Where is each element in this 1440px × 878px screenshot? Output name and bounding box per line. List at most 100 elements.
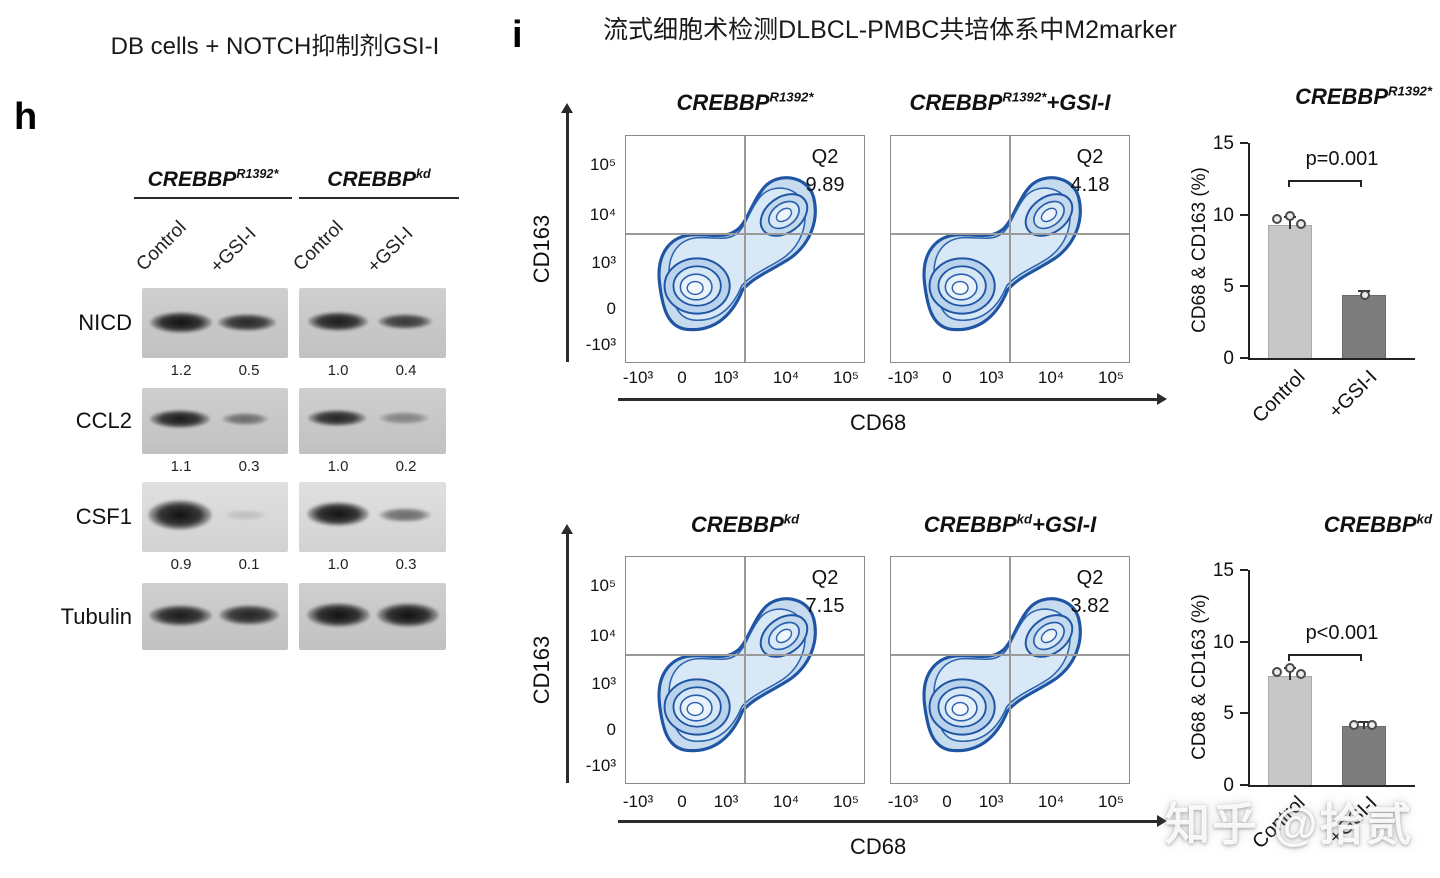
- x-tick: 10⁵: [833, 792, 859, 811]
- y-tick-mark: [1240, 569, 1248, 571]
- y-tick: 10⁴: [589, 626, 616, 645]
- quadrant-percent: 7.15: [805, 595, 845, 617]
- quadrant-label: Q2: [811, 567, 839, 589]
- bar-y-axis-label: CD68 & CD163 (%): [1189, 594, 1210, 760]
- blot-band: [150, 410, 210, 428]
- bar-x-label: Control: [1248, 366, 1310, 428]
- flow-plot: Q2 3.82: [890, 556, 1130, 784]
- gene-superscript: R1392*: [769, 89, 814, 105]
- quadrant-stats: Q2 9.89: [790, 143, 860, 199]
- flow-x-axis-arrow: [618, 398, 1158, 401]
- treatment-suffix: +GSI-I: [1046, 90, 1111, 115]
- gene-name: CREBBP: [676, 90, 770, 115]
- flow-x-axis-label: CD68: [850, 834, 907, 859]
- gene-name: CREBBP: [1295, 84, 1388, 109]
- panel-h-label: h: [14, 96, 38, 138]
- gene-name: CREBBP: [923, 512, 1017, 537]
- bar-x-label: +GSI-I: [1324, 366, 1382, 423]
- blot-band: [149, 605, 212, 626]
- bar-x-label: Control: [1248, 792, 1310, 854]
- gene-superscript: R1392*: [1388, 83, 1432, 99]
- x-tick: 0: [677, 792, 687, 811]
- data-point: [1285, 663, 1295, 674]
- treatment-suffix: +GSI-I: [1032, 512, 1097, 537]
- x-tick: 10³: [713, 368, 739, 387]
- x-tick: 10⁵: [1098, 792, 1124, 811]
- x-tick: -10³: [622, 792, 654, 811]
- bar-y-axis-label: CD68 & CD163 (%): [1189, 167, 1210, 333]
- y-tick: 10⁵: [590, 576, 616, 595]
- band-quantification: 0.3: [238, 458, 260, 475]
- blot-band: [150, 312, 212, 333]
- bar-control: [1268, 210, 1312, 358]
- blot-image-tubulin-r1392: [142, 583, 288, 650]
- flow-x-axis-label: CD68: [850, 410, 907, 435]
- flow-x-axis-arrow: [618, 820, 1158, 823]
- panel-i-label: i: [512, 14, 523, 56]
- bar-gsi: [1342, 720, 1386, 785]
- blot-image-csf1-kd: [299, 482, 446, 552]
- quadrant-line-horizontal: [891, 233, 1129, 235]
- x-tick: -10³: [887, 792, 919, 811]
- x-tick: 10⁴: [1037, 368, 1065, 387]
- blot-band: [379, 508, 431, 522]
- y-tick-mark: [1240, 214, 1248, 216]
- y-tick: -10³: [585, 335, 616, 354]
- gene-name: CREBBP: [1323, 512, 1417, 537]
- band-quantification: 0.5: [238, 362, 260, 379]
- y-tick: 0: [606, 299, 616, 318]
- blot-band: [308, 410, 366, 426]
- gene-name: CREBBP: [690, 512, 784, 537]
- x-tick: 0: [677, 368, 687, 387]
- blot-band: [378, 314, 432, 329]
- flow-y-axis-label: CD163: [529, 214, 554, 284]
- significance-bracket: [1288, 654, 1362, 661]
- lane-label: Control: [289, 217, 348, 276]
- band-quantification: 0.2: [395, 458, 417, 475]
- quadrant-label: Q2: [811, 146, 839, 168]
- quadrant-line-vertical: [744, 557, 746, 783]
- x-tick: 10³: [978, 792, 1004, 811]
- quadrant-label: Q2: [1076, 567, 1104, 589]
- x-tick: 0: [942, 368, 952, 387]
- quadrant-percent: 3.82: [1070, 595, 1110, 617]
- flow-plot: Q2 4.18: [890, 135, 1130, 363]
- panel-i-title: 流式细胞术检测DLBCL-PMBC共培体系中M2marker: [603, 16, 1177, 44]
- flow-plot-title: CREBBPkd+GSI-I: [890, 512, 1130, 538]
- gene-superscript: R1392*: [236, 167, 279, 181]
- band-quantification: 1.0: [327, 556, 349, 573]
- bar-gsi: [1342, 289, 1386, 358]
- y-tick: 10⁵: [590, 155, 616, 174]
- gene-superscript: kd: [1016, 511, 1033, 527]
- y-tick: 5: [1223, 276, 1234, 297]
- blot-image-ccl2-r1392: [142, 388, 288, 454]
- y-tick-mark: [1240, 784, 1248, 786]
- bar-control: [1268, 663, 1312, 785]
- bar-chart-title: CREBBPkd: [1252, 512, 1432, 538]
- bar-x-label: +GSI-I: [1324, 792, 1382, 849]
- lane-label: +GSI-I: [206, 223, 261, 278]
- y-tick: 15: [1212, 560, 1234, 581]
- flow-y-axis-label: CD163: [529, 635, 554, 705]
- band-quantification: 0.3: [395, 556, 417, 573]
- blot-group-header-r1392: CREBBPR1392*: [134, 168, 292, 199]
- data-point: [1360, 289, 1370, 300]
- y-tick: 10³: [591, 253, 616, 272]
- x-tick: 10⁴: [772, 368, 800, 387]
- blot-band: [377, 603, 439, 627]
- significance-bracket: [1288, 180, 1362, 187]
- y-tick: 5: [1223, 703, 1234, 724]
- lane-label: +GSI-I: [363, 223, 418, 278]
- y-tick: 10: [1212, 632, 1234, 653]
- data-point: [1272, 667, 1282, 678]
- data-point: [1349, 720, 1359, 731]
- x-tick: 10⁵: [1098, 368, 1124, 387]
- gene-superscript: kd: [415, 167, 431, 181]
- protein-label: CSF1: [75, 504, 132, 529]
- x-tick: 0: [942, 792, 952, 811]
- blot-band: [224, 510, 266, 520]
- flow-plot: Q2 9.89: [625, 135, 865, 363]
- panel-h-title: DB cells + NOTCH抑制剂GSI-I: [110, 33, 440, 60]
- blot-band: [307, 603, 370, 627]
- x-tick: 10⁵: [833, 368, 859, 387]
